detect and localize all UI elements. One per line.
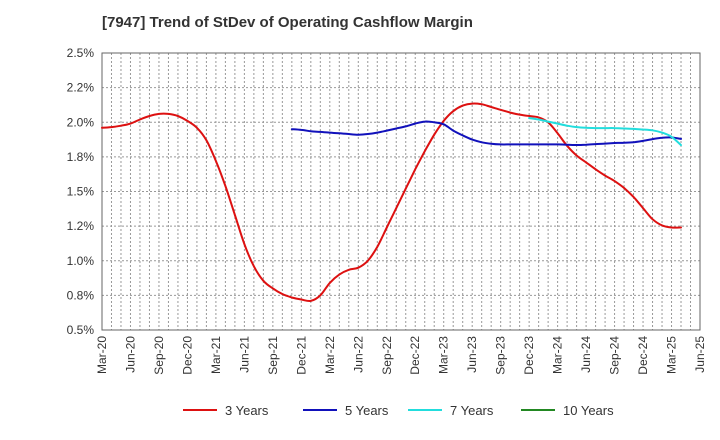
legend-label: 3 Years bbox=[225, 403, 269, 418]
x-tick-label: Sep-20 bbox=[152, 336, 166, 375]
y-tick-label: 2.2% bbox=[67, 81, 95, 95]
x-tick-label: Sep-23 bbox=[494, 336, 508, 375]
y-tick-label: 2.5% bbox=[67, 46, 95, 60]
series-line-5-years bbox=[290, 120, 682, 146]
chart-title: [7947] Trend of StDev of Operating Cashf… bbox=[102, 14, 473, 31]
legend-label: 7 Years bbox=[450, 403, 494, 418]
x-tick-label: Jun-23 bbox=[465, 336, 479, 373]
x-tick-label: Mar-21 bbox=[209, 336, 223, 374]
series-line-3-years bbox=[101, 102, 682, 303]
x-tick-label: Mar-20 bbox=[95, 336, 109, 374]
x-tick-label: Dec-23 bbox=[522, 336, 536, 375]
x-tick-label: Sep-22 bbox=[380, 336, 394, 375]
plot-area bbox=[102, 53, 700, 330]
x-tick-label: Jun-24 bbox=[579, 336, 593, 373]
y-tick-label: 1.5% bbox=[67, 185, 95, 199]
x-tick-label: Jun-20 bbox=[123, 336, 137, 373]
x-tick-label: Jun-22 bbox=[351, 336, 365, 373]
y-tick-label: 1.2% bbox=[67, 219, 95, 233]
x-tick-label: Dec-22 bbox=[408, 336, 422, 375]
y-tick-label: 2.0% bbox=[67, 115, 95, 129]
x-tick-label: Dec-24 bbox=[636, 336, 650, 375]
plot-border bbox=[101, 52, 701, 331]
x-tick-label: Mar-22 bbox=[323, 336, 337, 374]
x-tick-label: Jun-21 bbox=[237, 336, 251, 373]
legend-label: 5 Years bbox=[345, 403, 389, 418]
series-line-7-years bbox=[528, 117, 682, 147]
x-tick-label: Sep-21 bbox=[266, 336, 280, 375]
y-tick-label: 0.5% bbox=[67, 323, 95, 337]
y-tick-label: 0.8% bbox=[67, 288, 95, 302]
x-tick-label: Mar-24 bbox=[551, 336, 565, 374]
y-tick-label: 1.0% bbox=[67, 254, 95, 268]
x-tick-label: Dec-20 bbox=[180, 336, 194, 375]
x-tick-label: Mar-23 bbox=[437, 336, 451, 374]
x-tick-label: Sep-24 bbox=[608, 336, 622, 375]
x-tick-label: Jun-25 bbox=[693, 336, 707, 373]
legend-label: 10 Years bbox=[563, 403, 614, 418]
x-tick-label: Dec-21 bbox=[294, 336, 308, 375]
y-tick-label: 1.8% bbox=[67, 150, 95, 164]
x-tick-label: Mar-25 bbox=[665, 336, 679, 374]
